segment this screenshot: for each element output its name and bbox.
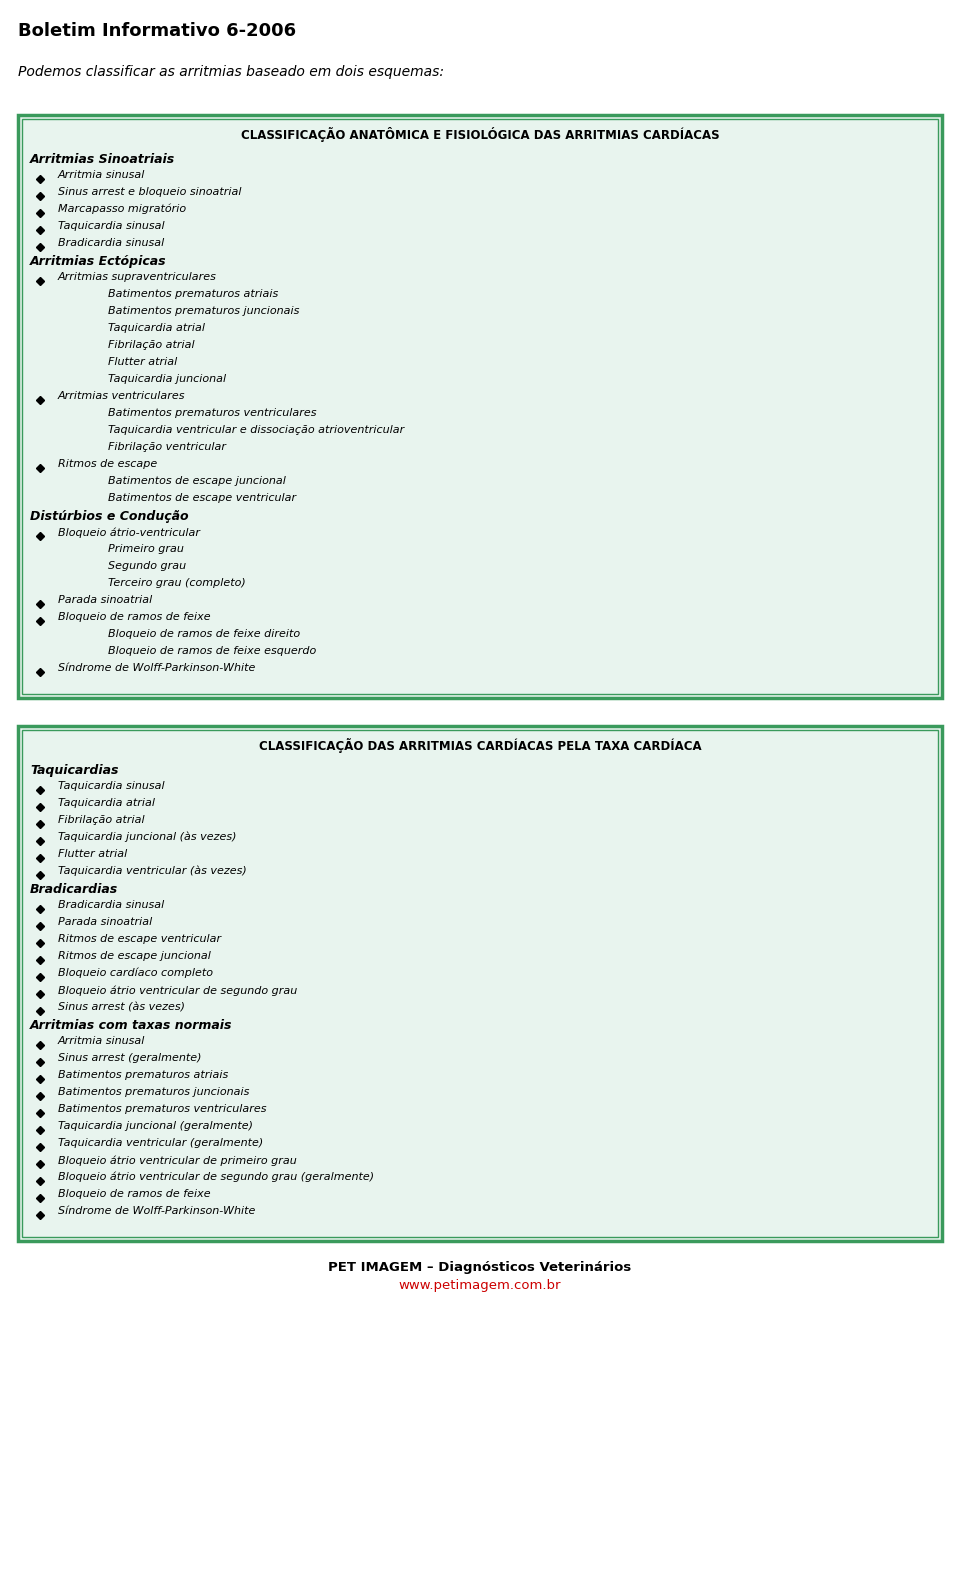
Text: Taquicardia juncional (geralmente): Taquicardia juncional (geralmente)	[58, 1121, 253, 1131]
Text: Bloqueio de ramos de feixe: Bloqueio de ramos de feixe	[58, 1189, 210, 1198]
Text: Fibrilação ventricular: Fibrilação ventricular	[108, 442, 226, 452]
Text: Taquicardia ventricular e dissociação atrioventricular: Taquicardia ventricular e dissociação at…	[108, 425, 404, 434]
Text: Arritmias supraventriculares: Arritmias supraventriculares	[58, 272, 217, 283]
Text: Bloqueio átrio ventricular de primeiro grau: Bloqueio átrio ventricular de primeiro g…	[58, 1154, 297, 1165]
Text: Arritmia sinusal: Arritmia sinusal	[58, 171, 145, 180]
Text: Segundo grau: Segundo grau	[108, 561, 186, 572]
Text: Flutter atrial: Flutter atrial	[108, 357, 178, 366]
Text: Batimentos prematuros ventriculares: Batimentos prematuros ventriculares	[108, 407, 317, 418]
Text: Fibrilação atrial: Fibrilação atrial	[58, 815, 145, 824]
Text: Arritmias Sinoatriais: Arritmias Sinoatriais	[30, 153, 176, 166]
Text: Bloqueio de ramos de feixe: Bloqueio de ramos de feixe	[58, 613, 210, 622]
Text: Batimentos prematuros ventriculares: Batimentos prematuros ventriculares	[58, 1104, 267, 1115]
Text: Sinus arrest (às vezes): Sinus arrest (às vezes)	[58, 1003, 185, 1012]
Text: Sinus arrest (geralmente): Sinus arrest (geralmente)	[58, 1053, 202, 1063]
Text: Primeiro grau: Primeiro grau	[108, 545, 184, 554]
Text: Parada sinoatrial: Parada sinoatrial	[58, 917, 153, 927]
Text: Batimentos de escape juncional: Batimentos de escape juncional	[108, 475, 286, 486]
Text: Arritmias com taxas normais: Arritmias com taxas normais	[30, 1018, 232, 1033]
Bar	[22, 118, 938, 695]
Text: Síndrome de Wolff-Parkinson-White: Síndrome de Wolff-Parkinson-White	[58, 1206, 255, 1216]
Text: Ritmos de escape ventricular: Ritmos de escape ventricular	[58, 935, 221, 944]
Text: Bloqueio átrio-ventricular: Bloqueio átrio-ventricular	[58, 527, 200, 537]
Text: Parada sinoatrial: Parada sinoatrial	[58, 595, 153, 605]
Text: Bradicardias: Bradicardias	[30, 883, 118, 895]
Text: Bloqueio de ramos de feixe esquerdo: Bloqueio de ramos de feixe esquerdo	[108, 646, 316, 655]
Text: Terceiro grau (completo): Terceiro grau (completo)	[108, 578, 246, 587]
Text: Síndrome de Wolff-Parkinson-White: Síndrome de Wolff-Parkinson-White	[58, 663, 255, 673]
Text: Arritmia sinusal: Arritmia sinusal	[58, 1036, 145, 1045]
Text: Bloqueio cardíaco completo: Bloqueio cardíaco completo	[58, 968, 213, 979]
Text: Taquicardia ventricular (geralmente): Taquicardia ventricular (geralmente)	[58, 1138, 263, 1148]
Text: Taquicardia sinusal: Taquicardia sinusal	[58, 221, 164, 231]
Text: CLASSIFICAÇÃO ANATÔMICA E FISIOLÓGICA DAS ARRITMIAS CARDÍACAS: CLASSIFICAÇÃO ANATÔMICA E FISIOLÓGICA DA…	[241, 126, 719, 142]
Text: Taquicardia atrial: Taquicardia atrial	[108, 324, 205, 333]
Text: Taquicardias: Taquicardias	[30, 764, 118, 777]
Text: Sinus arrest e bloqueio sinoatrial: Sinus arrest e bloqueio sinoatrial	[58, 186, 242, 197]
Bar	[18, 726, 942, 1241]
Text: Taquicardia juncional: Taquicardia juncional	[108, 374, 227, 384]
Text: Taquicardia ventricular (às vezes): Taquicardia ventricular (às vezes)	[58, 865, 247, 876]
Text: Fibrilação atrial: Fibrilação atrial	[108, 339, 195, 351]
Text: Bradicardia sinusal: Bradicardia sinusal	[58, 900, 164, 910]
Text: Boletim Informativo 6-2006: Boletim Informativo 6-2006	[18, 22, 296, 39]
Text: Taquicardia juncional (às vezes): Taquicardia juncional (às vezes)	[58, 832, 236, 843]
Text: Bradicardia sinusal: Bradicardia sinusal	[58, 238, 164, 248]
Text: www.petimagem.com.br: www.petimagem.com.br	[398, 1279, 562, 1292]
Text: Bloqueio átrio ventricular de segundo grau (geralmente): Bloqueio átrio ventricular de segundo gr…	[58, 1172, 374, 1183]
Text: Taquicardia atrial: Taquicardia atrial	[58, 797, 155, 808]
Text: Bloqueio de ramos de feixe direito: Bloqueio de ramos de feixe direito	[108, 628, 300, 639]
Text: Marcapasso migratório: Marcapasso migratório	[58, 204, 186, 215]
Text: Bloqueio átrio ventricular de segundo grau: Bloqueio átrio ventricular de segundo gr…	[58, 985, 298, 995]
Text: Flutter atrial: Flutter atrial	[58, 850, 128, 859]
Text: Batimentos prematuros juncionais: Batimentos prematuros juncionais	[108, 306, 300, 316]
Text: Batimentos prematuros atriais: Batimentos prematuros atriais	[58, 1071, 228, 1080]
Text: Batimentos de escape ventricular: Batimentos de escape ventricular	[108, 493, 296, 504]
Text: Podemos classificar as arritmias baseado em dois esquemas:: Podemos classificar as arritmias baseado…	[18, 65, 444, 79]
Text: Arritmias ventriculares: Arritmias ventriculares	[58, 392, 185, 401]
Text: CLASSIFICAÇÃO DAS ARRITMIAS CARDÍACAS PELA TAXA CARDÍACA: CLASSIFICAÇÃO DAS ARRITMIAS CARDÍACAS PE…	[258, 737, 702, 753]
Text: Taquicardia sinusal: Taquicardia sinusal	[58, 782, 164, 791]
Text: Ritmos de escape juncional: Ritmos de escape juncional	[58, 951, 211, 962]
Text: Distúrbios e Condução: Distúrbios e Condução	[30, 510, 188, 523]
Text: Batimentos prematuros juncionais: Batimentos prematuros juncionais	[58, 1086, 250, 1097]
Bar	[18, 115, 942, 698]
Bar	[22, 729, 938, 1236]
Text: Batimentos prematuros atriais: Batimentos prematuros atriais	[108, 289, 278, 298]
Text: Arritmias Ectópicas: Arritmias Ectópicas	[30, 254, 167, 268]
Text: Ritmos de escape: Ritmos de escape	[58, 459, 157, 469]
Text: PET IMAGEM – Diagnósticos Veterinários: PET IMAGEM – Diagnósticos Veterinários	[328, 1262, 632, 1274]
